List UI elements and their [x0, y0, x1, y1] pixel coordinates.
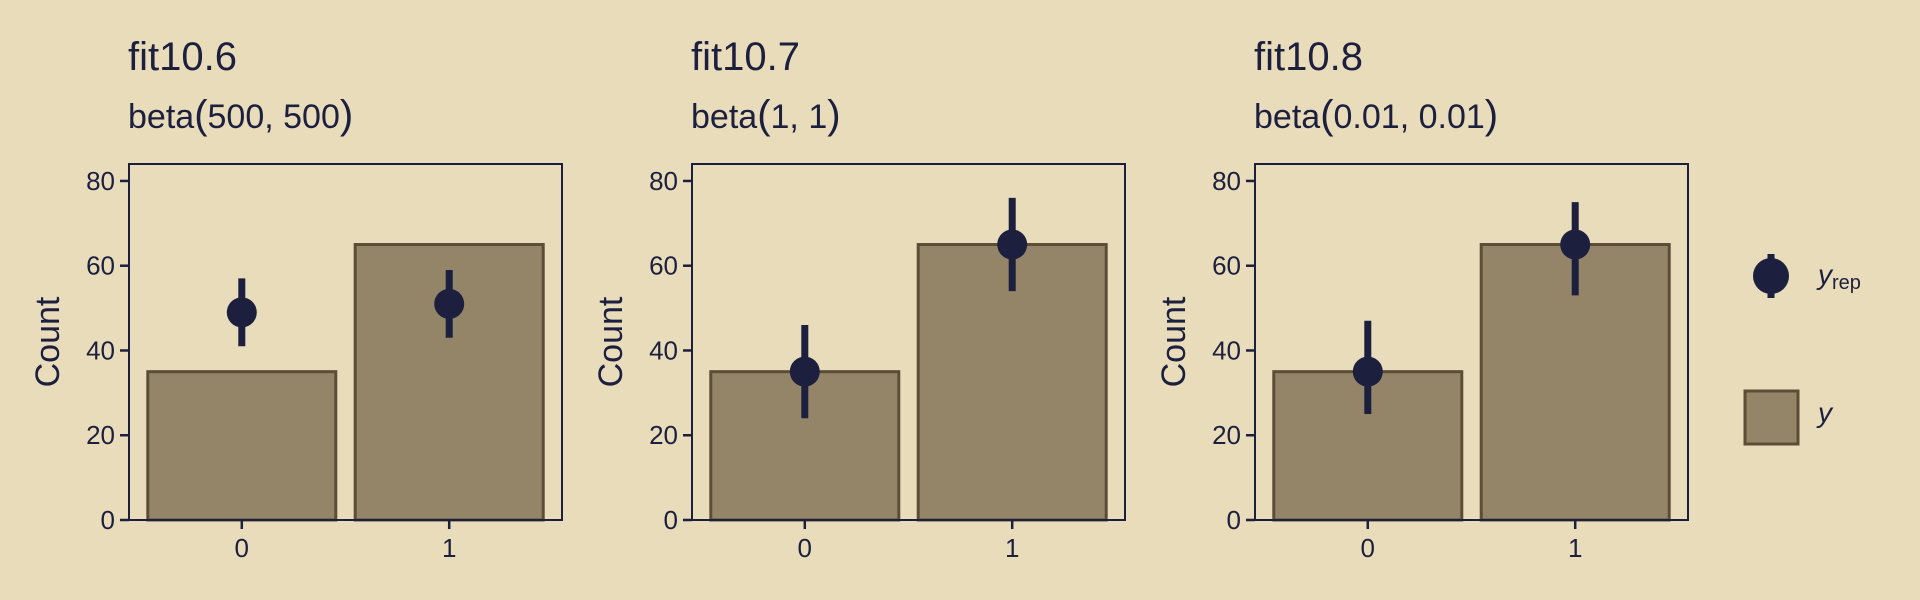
- legend-y-label: y: [1816, 397, 1834, 428]
- yrep-point-0: [789, 356, 820, 387]
- subtitle-close-paren: ): [827, 93, 840, 137]
- subtitle-args: 0.01, 0.01: [1334, 98, 1485, 136]
- y-tick-label-80: 80: [1212, 166, 1241, 196]
- subtitle-open-paren: (: [1320, 93, 1334, 137]
- subtitle-prefix: beta: [128, 98, 194, 136]
- y-tick-label-80: 80: [649, 166, 678, 196]
- legend-yrep-subscript: rep: [1832, 272, 1861, 294]
- panel-title: fit10.7: [691, 35, 800, 79]
- subtitle-close-paren: ): [1485, 93, 1498, 137]
- y-tick-label-60: 60: [86, 251, 115, 281]
- x-tick-label-1: 1: [442, 533, 456, 563]
- y-tick-label-20: 20: [649, 420, 678, 450]
- panel-subtitle: beta(500, 500): [128, 93, 353, 137]
- subtitle-close-paren: ): [340, 93, 353, 137]
- y-tick-label-80: 80: [86, 166, 115, 196]
- bar-0: [146, 370, 338, 522]
- legend-y-swatch: [1743, 389, 1800, 446]
- x-tick-label-0: 0: [1361, 533, 1375, 563]
- panel-frame: [691, 163, 1126, 521]
- panel-fit10.6: fit10.6 beta(500, 500) 0 20 40 60 80 0 1 Count: [29, 35, 563, 563]
- y-tick-label-20: 20: [1212, 420, 1241, 450]
- panel-frame: [128, 163, 563, 521]
- y-tick-label-60: 60: [1212, 251, 1241, 281]
- y-tick-label-0: 0: [101, 505, 115, 535]
- panel-frame: [1254, 163, 1689, 521]
- subtitle-args: 500, 500: [208, 98, 340, 136]
- legend-yrep-label: yrep: [1816, 259, 1861, 294]
- subtitle-open-paren: (: [757, 93, 771, 137]
- panel-title: fit10.6: [128, 35, 237, 79]
- panel-subtitle: beta(0.01, 0.01): [1254, 93, 1498, 137]
- subtitle-prefix: beta: [691, 98, 757, 136]
- yrep-point-1: [1560, 229, 1591, 260]
- y-axis-label: Count: [29, 296, 67, 387]
- y-tick-label-0: 0: [664, 505, 678, 535]
- subtitle-args: 1, 1: [771, 98, 828, 136]
- y-tick-label-40: 40: [649, 335, 678, 365]
- x-tick-label-0: 0: [798, 533, 812, 563]
- y-axis-label: Count: [1155, 296, 1193, 387]
- subtitle-open-paren: (: [194, 93, 208, 137]
- yrep-point-0: [226, 297, 257, 328]
- panel-title: fit10.8: [1254, 35, 1363, 79]
- yrep-point-1: [997, 229, 1028, 260]
- legend-yrep-point: [1753, 258, 1789, 294]
- x-tick-label-1: 1: [1005, 533, 1019, 563]
- legend-yrep-main: y: [1816, 259, 1834, 290]
- panel-fit10.7: fit10.7 beta(1, 1) 0 20 40 60 80 0 1 Count: [592, 35, 1126, 563]
- y-tick-label-40: 40: [86, 335, 115, 365]
- yrep-point-0: [1352, 356, 1383, 387]
- panel-fit10.8: fit10.8 beta(0.01, 0.01) 0 20 40 60 80 0 1 Count: [1155, 35, 1689, 563]
- y-tick-label-20: 20: [86, 420, 115, 450]
- panel-subtitle: beta(1, 1): [691, 93, 841, 137]
- yrep-point-1: [434, 288, 465, 319]
- y-tick-label-60: 60: [649, 251, 678, 281]
- subtitle-prefix: beta: [1254, 98, 1320, 136]
- y-tick-label-0: 0: [1227, 505, 1241, 535]
- x-tick-label-0: 0: [235, 533, 249, 563]
- x-tick-label-1: 1: [1568, 533, 1582, 563]
- y-axis-label: Count: [592, 296, 630, 387]
- y-tick-label-40: 40: [1212, 335, 1241, 365]
